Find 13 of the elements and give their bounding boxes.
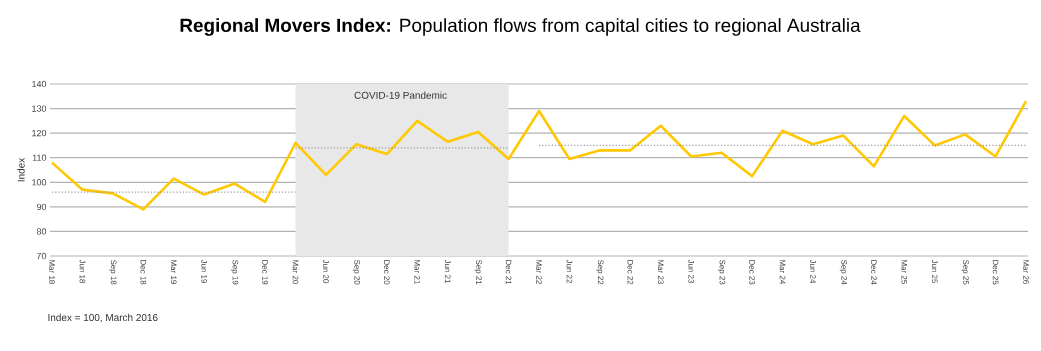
text: Index = 100, March 2016 <box>48 313 158 323</box>
y-tick-label: 90 <box>36 203 47 211</box>
chart-title: Regional Movers Index: Population flows from capital cities to regional Australia <box>180 18 861 36</box>
y-tick-label: 80 <box>36 228 47 235</box>
y-axis-title: Index <box>17 157 25 182</box>
band-label: COVID-19 Pandemic <box>354 91 447 99</box>
y-tick-label: 120 <box>32 129 47 137</box>
y-tick-label: 100 <box>32 179 47 186</box>
y-tick-label: 130 <box>32 105 47 112</box>
line-series <box>50 99 1028 211</box>
y-tick-label: 70 <box>36 252 47 260</box>
y-tick-label: 110 <box>32 154 47 161</box>
y-tick-label: 140 <box>32 80 47 88</box>
